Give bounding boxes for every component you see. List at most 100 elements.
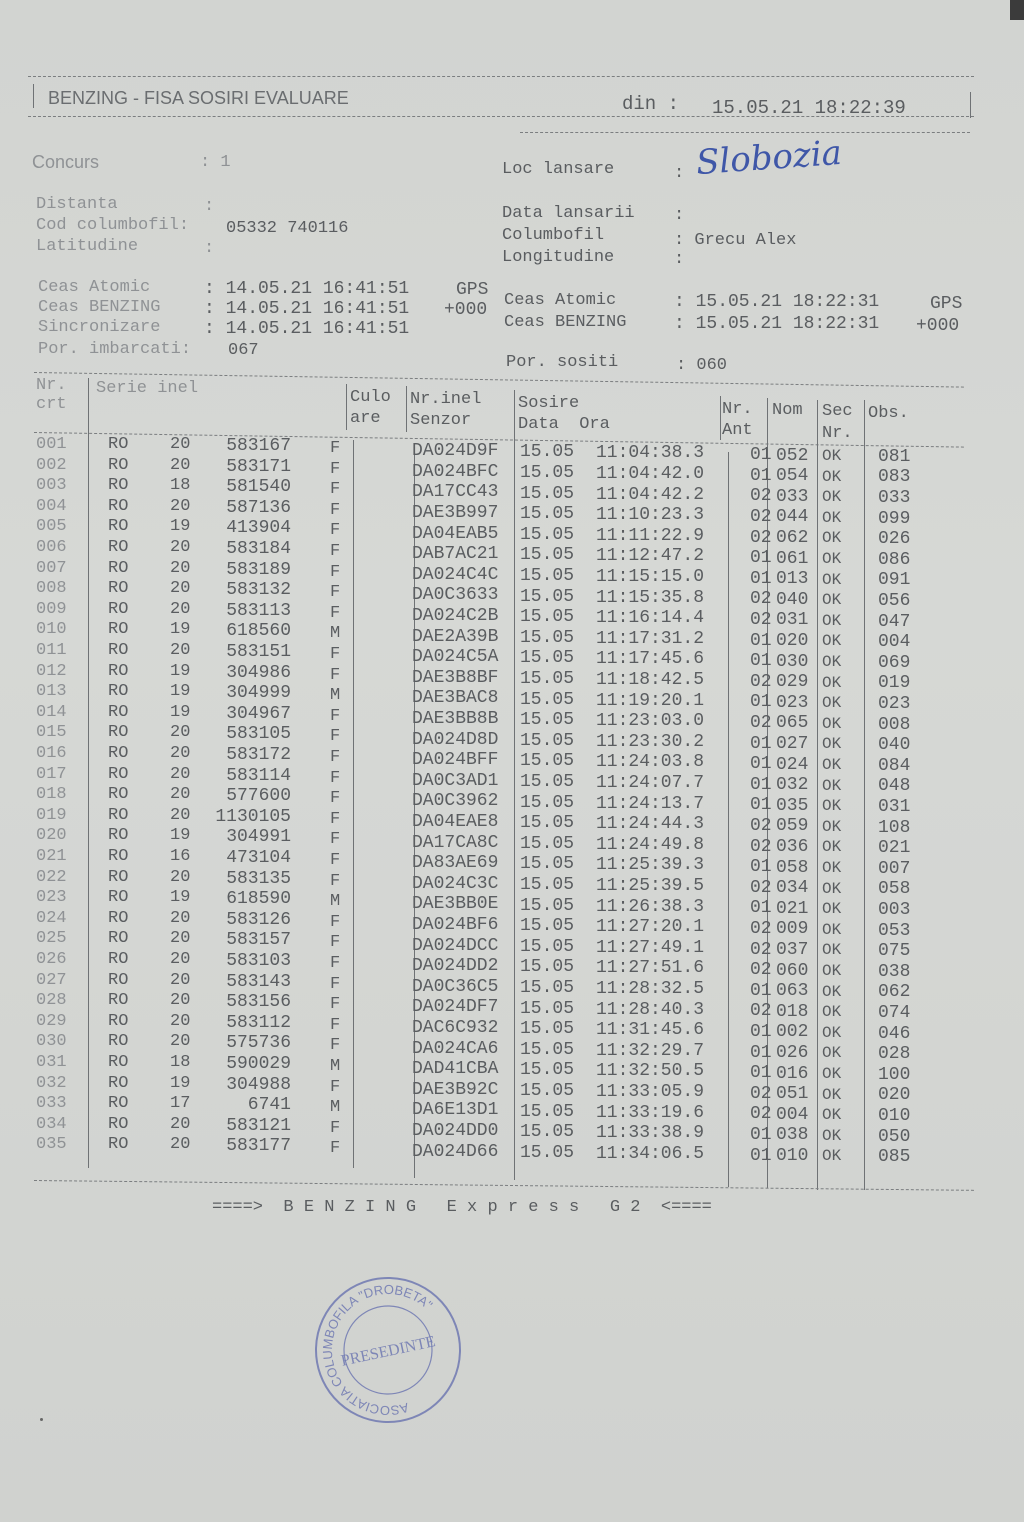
ring-number: 590029 [226,1054,291,1074]
ring-number: 583156 [226,992,291,1013]
ant-number: 01 [750,1145,772,1166]
obs: 026 [878,529,911,550]
ring-number: 583112 [226,1012,291,1033]
arrival-time: 11:24:44.3 [596,814,705,835]
sensor-id: DA024C4C [412,564,499,585]
ring-number: 583143 [226,971,291,992]
ant-number: 01 [750,465,772,486]
arrival-time: 11:32:29.7 [596,1040,705,1061]
column-divider [406,386,407,432]
ring-year: 20 [170,496,191,516]
row-number: 014 [36,702,67,722]
sex: F [330,912,341,932]
arrival-date: 15.05 [520,586,575,607]
ant-number: 02 [750,1001,772,1022]
section-status: OK [822,447,842,466]
obs: 033 [878,487,911,508]
section-status: OK [822,756,842,775]
nom: 013 [776,569,809,590]
ring-year: 20 [170,641,191,660]
sex: F [330,954,341,973]
arrival-time: 11:28:40.3 [596,999,705,1020]
arrival-time: 11:33:05.9 [596,1081,705,1102]
ant-number: 01 [750,1125,772,1145]
ant-number: 02 [750,610,772,630]
arrival-date: 15.05 [520,895,575,916]
country: RO [108,1011,129,1031]
arrival-date: 15.05 [520,792,575,813]
arrival-date: 15.05 [520,689,575,710]
ring-year: 19 [170,620,191,640]
ring-year: 20 [170,1135,191,1155]
sex: F [330,706,341,726]
ring-number: 304967 [226,703,291,724]
obs: 083 [878,467,911,488]
divider [28,116,974,117]
sensor-id: DAD41CBA [412,1059,499,1080]
nom: 063 [776,981,809,1002]
sex: F [330,521,341,541]
obs: 081 [878,446,911,467]
arrival-time: 11:04:38.3 [596,443,705,464]
arrival-date: 15.05 [520,813,575,834]
column-divider [720,396,721,440]
arrival-time: 11:15:15.0 [596,566,705,587]
sensor-id: DA024DD2 [412,956,499,977]
ring-number: 583151 [226,642,291,662]
ant-number: 02 [750,589,772,610]
section-status: OK [822,714,842,733]
arrival-time: 11:34:06.5 [596,1143,705,1164]
clock-label: Ceas BENZING [504,313,627,332]
col-header-nr-inel: Nr.inel [410,390,482,409]
arrival-time: 11:18:42.5 [596,669,705,690]
section-status: OK [822,611,842,630]
sensor-id: DA17CC43 [412,482,499,503]
country: RO [108,1135,129,1155]
nom: 004 [776,1104,809,1125]
clock-label: Ceas Atomic [38,278,151,297]
sex: F [330,830,341,850]
obs: 031 [878,796,911,817]
sensor-id: DAE3B997 [412,502,499,523]
sex: F [330,995,341,1015]
row-number: 001 [36,435,67,454]
row-number: 013 [36,682,67,702]
sex: M [330,624,341,644]
imbarcati-value: 067 [228,341,259,360]
country: RO [108,599,129,619]
longitudine-value: : [674,250,685,269]
sensor-id: DAE3B8BF [412,667,499,688]
sex: F [330,583,341,603]
ring-number: 1130105 [215,806,291,827]
sensor-id: DAE3BAC8 [412,688,499,709]
nom: 009 [776,919,809,940]
sex: F [330,480,341,500]
ink-dot [40,1418,43,1421]
nom: 010 [776,1145,809,1166]
sensor-id: DA024BFC [412,461,499,482]
row-number: 002 [36,455,67,475]
obs: 058 [878,879,911,900]
arrival-date: 15.05 [520,1081,575,1102]
arrival-date: 15.05 [520,566,575,587]
sex: F [330,1015,341,1035]
sensor-id: DA024DCC [412,935,499,956]
row-number: 033 [36,1094,67,1114]
ring-year: 20 [170,764,191,784]
arrival-date: 15.05 [520,607,575,628]
ring-year: 20 [170,991,191,1011]
obs: 048 [878,776,911,797]
country: RO [108,1094,129,1114]
obs: 074 [878,1002,911,1023]
longitudine-label: Longitudine [502,248,615,267]
arrival-time: 11:33:38.9 [596,1123,705,1144]
row-number: 018 [36,785,67,805]
row-number: 025 [36,929,67,949]
country: RO [108,826,129,846]
nom: 021 [776,898,809,919]
ant-number: 02 [750,713,772,733]
ring-year: 20 [170,538,191,557]
ant-number: 01 [750,733,772,754]
ring-year: 20 [170,1032,191,1052]
ring-number: 583105 [226,724,291,745]
